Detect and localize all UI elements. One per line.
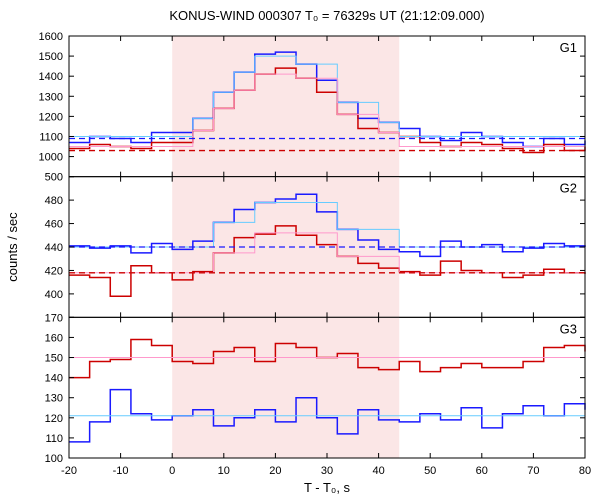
ytick-label: 140 <box>45 373 63 385</box>
xtick-label: 20 <box>269 465 281 477</box>
ytick-label: 100 <box>45 453 63 465</box>
highlight-band <box>172 36 399 177</box>
ytick-label: 460 <box>45 219 63 231</box>
panel-G3: 100 110 120 130 140 150 160 170 -20 -10 0 10 20 30 40 5… <box>45 312 591 477</box>
ytick-label: 400 <box>45 289 63 301</box>
y-axis-label: counts / sec <box>5 212 20 282</box>
xtick-label: 40 <box>372 465 384 477</box>
panel-label: G2 <box>560 181 577 196</box>
ytick-label: 420 <box>45 265 63 277</box>
panel-label: G3 <box>560 321 577 336</box>
xtick-label: -10 <box>113 465 129 477</box>
panel-label: G1 <box>560 40 577 55</box>
ytick-label: 160 <box>45 332 63 344</box>
highlight-band <box>172 317 399 458</box>
ytick-label: 110 <box>45 433 63 445</box>
ytick-label: 480 <box>45 195 63 207</box>
ytick-label: 1100 <box>39 131 63 143</box>
xtick-label: 60 <box>476 465 488 477</box>
ytick-label: 1000 <box>39 152 63 164</box>
xtick-label: 10 <box>218 465 230 477</box>
ytick-label: 1400 <box>39 71 63 83</box>
ytick-label: 1300 <box>39 91 63 103</box>
ytick-label: 440 <box>45 242 63 254</box>
chart-svg: KONUS-WIND 000307 T₀ = 76329s UT (21:12:… <box>0 0 600 500</box>
panel-G1: 1000 1100 1200 1300 1400 1500 1600 G1 <box>39 31 585 177</box>
xtick-label: 70 <box>527 465 539 477</box>
xtick-label: 50 <box>424 465 436 477</box>
ytick-label: 170 <box>45 312 63 324</box>
xtick-label: 0 <box>169 465 175 477</box>
xtick-label: -20 <box>61 465 77 477</box>
ytick-label: 1500 <box>39 51 63 63</box>
chart-container: KONUS-WIND 000307 T₀ = 76329s UT (21:12:… <box>0 0 600 500</box>
ytick-label: 150 <box>45 353 63 365</box>
ytick-label: 1600 <box>39 31 63 43</box>
ytick-label: 1200 <box>39 111 63 123</box>
panel-G2: 400 420 440 460 480 500 G2 <box>45 172 585 318</box>
xtick-label: 80 <box>579 465 591 477</box>
ytick-label: 120 <box>45 413 63 425</box>
ytick-label: 130 <box>45 393 63 405</box>
ytick-label: 500 <box>45 172 63 184</box>
chart-title: KONUS-WIND 000307 T₀ = 76329s UT (21:12:… <box>169 8 484 23</box>
xtick-label: 30 <box>321 465 333 477</box>
x-axis-label: T - T₀, s <box>304 480 351 495</box>
